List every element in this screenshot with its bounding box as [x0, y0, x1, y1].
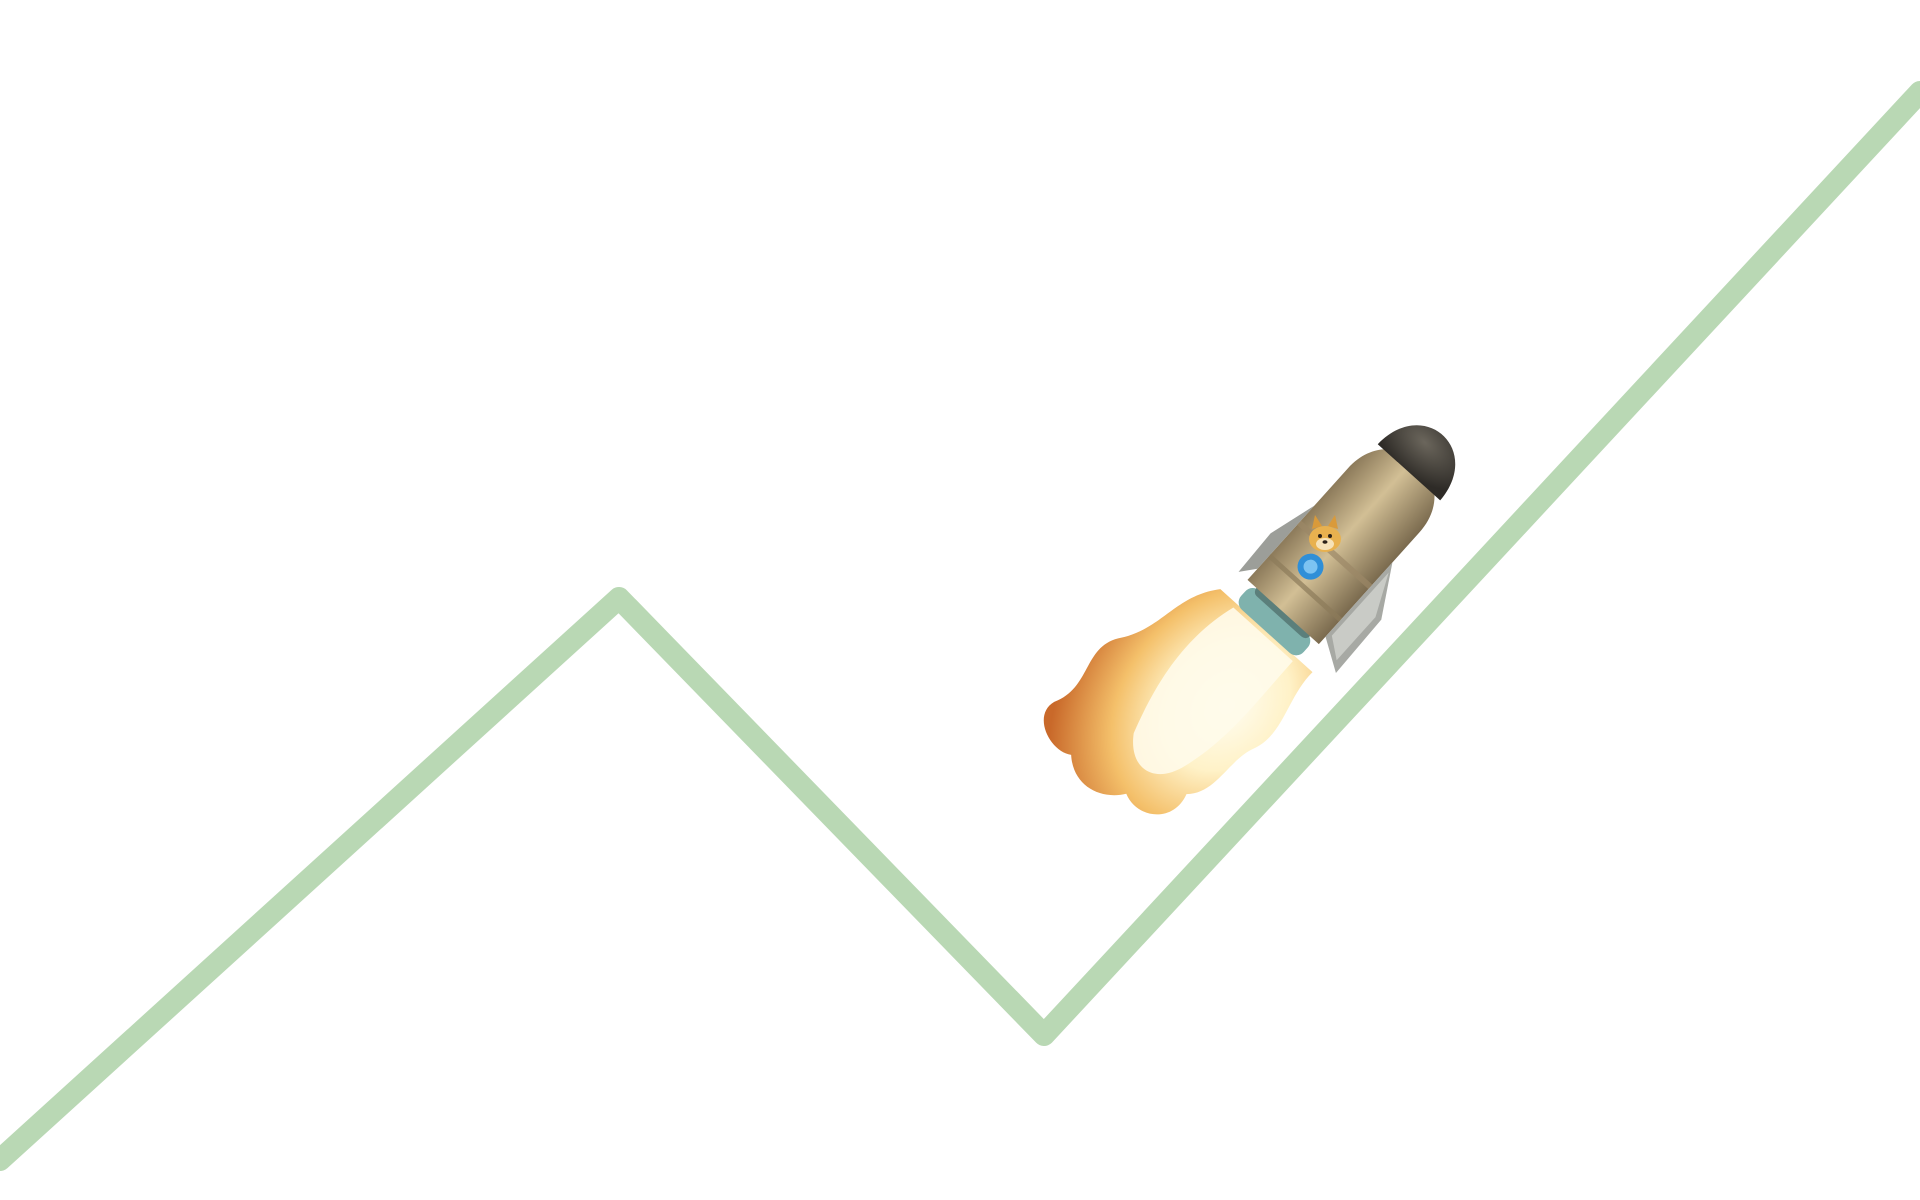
flame-icon	[1043, 589, 1313, 815]
rocket-icon	[1043, 425, 1456, 815]
trend-line	[0, 81, 1920, 1171]
doge-icon	[1309, 515, 1341, 552]
